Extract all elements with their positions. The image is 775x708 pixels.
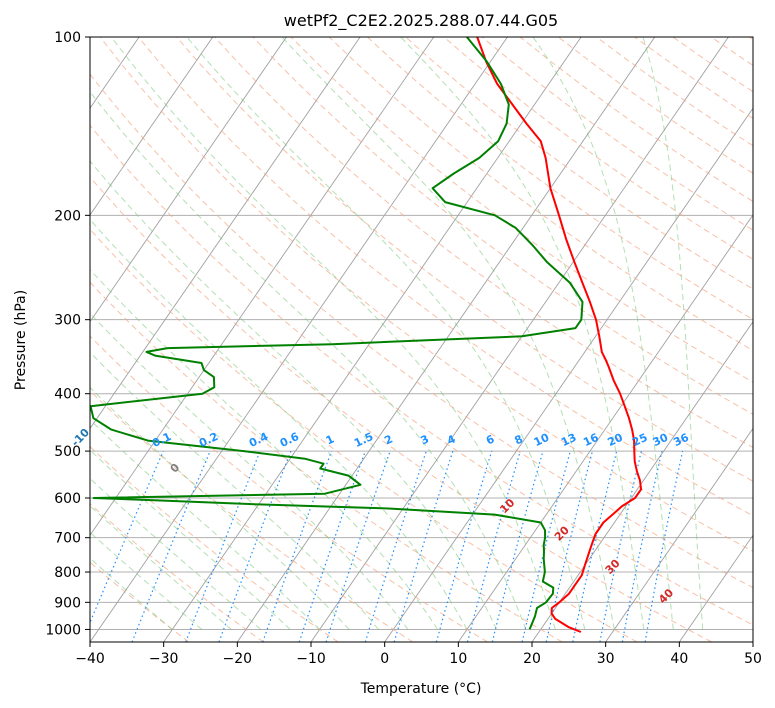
dry-adiabat-line xyxy=(90,390,414,642)
mixing-ratio-label: 16 xyxy=(581,431,601,449)
mixing-ratio-label: 20 xyxy=(606,431,626,449)
y-tick-label: 600 xyxy=(54,491,81,507)
dry-adiabat-line xyxy=(176,37,753,482)
dry-adiabat-line xyxy=(252,37,753,415)
moist-adiabat-line xyxy=(90,218,468,630)
moist-adiabat-line xyxy=(110,37,556,630)
moist-adiabat-line xyxy=(281,37,615,630)
mixing-ratio-line xyxy=(435,450,493,642)
y-tick-label: 800 xyxy=(54,565,81,581)
dry-adiabat-line xyxy=(90,445,339,642)
temperature-profile-line xyxy=(476,37,643,633)
y-tick-label: 400 xyxy=(54,387,81,403)
y-tick-label: 500 xyxy=(54,444,81,460)
moist-adiabat-line xyxy=(90,531,203,630)
isotherm-line xyxy=(605,427,753,642)
plot-area xyxy=(90,37,753,642)
mixing-ratio-line xyxy=(325,450,391,642)
dry-adiabat-line xyxy=(90,281,563,642)
dry-adiabat-line xyxy=(405,37,753,290)
mixing-ratio-line xyxy=(599,450,642,642)
y-tick-label: 200 xyxy=(54,208,81,224)
y-tick-label: 700 xyxy=(54,531,81,547)
isotherm-line xyxy=(678,534,753,642)
plot-frame xyxy=(89,36,754,643)
x-tick-label: −10 xyxy=(296,651,326,667)
mixing-ratio-label: 30 xyxy=(651,431,671,449)
mixing-ratio-label: 10 xyxy=(532,431,552,449)
dry-adiabat-line xyxy=(90,335,488,642)
dry-adiabat-line xyxy=(90,176,712,642)
dry-adiabat-line xyxy=(90,124,753,626)
y-tick-label: 100 xyxy=(54,30,81,46)
x-tick-label: −20 xyxy=(223,651,253,667)
moist-adiabat-line xyxy=(532,37,674,630)
dewpoint-profile-line xyxy=(90,37,584,630)
mixing-ratio-line xyxy=(364,450,427,642)
dry-adiabat-line xyxy=(137,37,753,517)
x-tick-label: 10 xyxy=(449,651,467,667)
chart-title: wetPf2_C2E2.2025.288.07.44.G05 xyxy=(284,11,558,31)
isotherm-line xyxy=(384,107,753,642)
dry-adiabat-line xyxy=(214,37,753,448)
moist-adiabat-line xyxy=(90,312,409,630)
moist-adiabat-line xyxy=(90,90,527,630)
isotherm-line xyxy=(163,37,582,642)
moist-adiabat-line xyxy=(400,37,645,630)
mixing-ratio-line xyxy=(644,450,684,642)
moist-adiabat-line xyxy=(90,477,262,630)
x-tick-label: −30 xyxy=(149,651,179,667)
mixing-ratio-label: 36 xyxy=(671,431,691,449)
y-tick-label: 300 xyxy=(54,313,81,329)
dry-adiabat-line xyxy=(90,73,753,589)
mixing-ratio-label: 25 xyxy=(630,431,649,449)
moist-adiabat-line xyxy=(90,351,379,630)
isotherm-line xyxy=(531,320,753,642)
x-tick-label: 0 xyxy=(380,651,389,667)
isotherm-line xyxy=(457,214,753,642)
moist-adiabat-line xyxy=(90,386,350,630)
moist-adiabat-line xyxy=(90,449,291,630)
axis-ticks: −40 −30 −20 −10 0 10 20 30 40 50 100 200 300 400 500 60… xyxy=(45,30,762,667)
mixing-ratio-line xyxy=(621,450,663,642)
isotherm-line xyxy=(90,37,435,537)
moist-adiabat-line xyxy=(90,419,321,630)
dry-adiabat-line xyxy=(99,37,753,552)
isotherm-line xyxy=(90,37,287,323)
x-tick-label: 40 xyxy=(670,651,688,667)
moist-adiabat-line xyxy=(90,557,173,630)
moist-adiabat-line xyxy=(90,505,232,630)
mixing-ratio-label: 13 xyxy=(559,431,578,449)
moist-adiabat-line xyxy=(90,268,438,630)
moist-adiabat-line xyxy=(642,37,704,630)
mixing-ratio-line xyxy=(393,450,454,642)
x-tick-label: 50 xyxy=(744,651,762,667)
moist-adiabat-line xyxy=(90,160,497,630)
y-axis-label: Pressure (hPa) xyxy=(13,290,29,390)
x-tick-label: −40 xyxy=(75,651,105,667)
x-axis-label: Temperature (°C) xyxy=(360,681,482,697)
y-tick-label: 1000 xyxy=(45,622,81,638)
dry-adiabat-line xyxy=(367,37,753,321)
isotherm-line xyxy=(90,37,361,430)
dry-adiabat-line xyxy=(90,503,264,642)
x-tick-label: 30 xyxy=(597,651,615,667)
x-tick-label: 20 xyxy=(523,651,541,667)
y-tick-label: 900 xyxy=(54,595,81,611)
